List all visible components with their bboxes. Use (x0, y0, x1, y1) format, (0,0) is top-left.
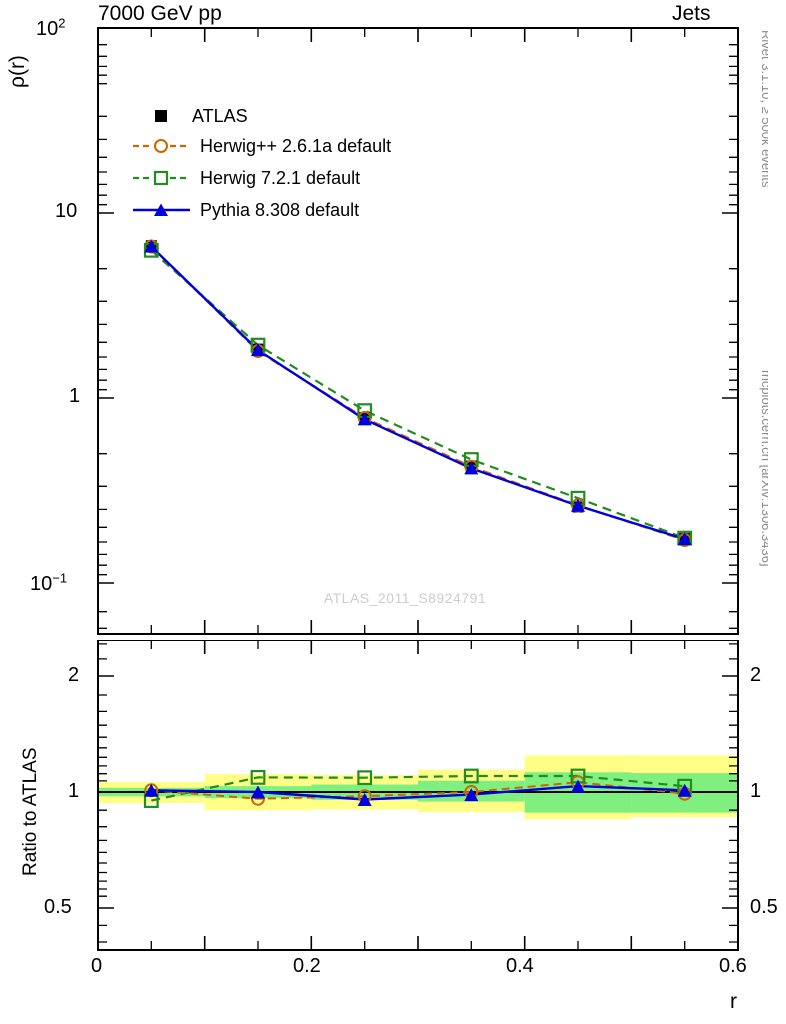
ratio-tick-05-left: 0.5 (44, 896, 72, 918)
ratio-y-ticks-left (98, 643, 114, 943)
x-tick-06: 0.6 (719, 955, 747, 977)
y-axis-label: ρ(r) (2, 22, 30, 92)
y-tick-1: 1 (69, 385, 81, 407)
ratio-line-herwigpp (151, 781, 685, 800)
ratio-tick-2-left: 2 (68, 664, 80, 686)
main-y-ticks-left (98, 27, 114, 629)
x-tick-04: 0.4 (506, 955, 534, 977)
header-left-title: 7000 GeV pp (98, 2, 222, 25)
ratio-line-herwig7 (151, 774, 685, 802)
ratio-line-pythia (151, 784, 685, 801)
ratio-y-axis-label: Ratio to ATLAS (14, 700, 42, 880)
ratio-tick-1-left: 1 (68, 780, 80, 802)
ratio-markers-pythia (144, 779, 692, 806)
ratio-x-ticks (97, 640, 739, 950)
side-text-mcplots-label: mcplots.cern.ch [arXiv:1306.3436] (759, 370, 768, 567)
ratio-tick-05-right: 0.5 (750, 896, 778, 918)
main-x-ticks (150, 28, 686, 634)
series-line-herwig7 (150, 249, 686, 540)
series-markers-atlas (145, 240, 691, 545)
side-text-rivet: Rivet 3.1.10, ≥ 500k events (748, 30, 768, 320)
series-line-pythia (150, 245, 686, 541)
legend-label-atlas: ATLAS (192, 106, 248, 126)
y-tick-10: 10 (55, 200, 78, 222)
series-markers-pythia (144, 239, 692, 546)
main-plot-panel: ATLAS_2011_S8924791 (97, 27, 739, 635)
legend-label-pythia: Pythia 8.308 default (200, 200, 359, 220)
side-text-rivet-label: Rivet 3.1.10, ≥ 500k events (759, 30, 768, 188)
legend-marker-atlas (155, 110, 167, 122)
legend-label-herwigpp: Herwig++ 2.6.1a default (200, 136, 391, 156)
ratio-tick-2-right: 2 (750, 664, 762, 686)
y-tick-1e-1: 10−1 (30, 570, 67, 596)
legend-label-herwig7: Herwig 7.2.1 default (200, 168, 360, 188)
legend-marker-pythia (133, 203, 190, 216)
y-tick-1e2-text: 102 (36, 15, 66, 40)
ratio-y-ticks-right (722, 643, 738, 943)
main-y-ticks-right (722, 27, 738, 629)
watermark-text: ATLAS_2011_S8924791 (324, 590, 486, 606)
ratio-y-axis-label-text: Ratio to ATLAS (20, 748, 41, 877)
series-markers-herwig7 (143, 242, 693, 546)
ratio-tick-1-right: 1 (750, 780, 762, 802)
ratio-plot-panel (97, 640, 739, 951)
x-axis-label: r (730, 990, 737, 1013)
legend-marker-herwigpp (133, 139, 190, 153)
x-tick-02: 0.2 (293, 955, 321, 977)
legend-marker-herwig7 (133, 170, 190, 186)
y-tick-1e-1-text: 10−1 (30, 570, 68, 595)
y-axis-label-text: ρ(r) (6, 55, 29, 88)
series-markers-herwigpp (144, 239, 692, 548)
y-tick-1e2: 102 (36, 15, 65, 41)
side-text-mcplots: mcplots.cern.ch [arXiv:1306.3436] (748, 370, 768, 640)
series-line-herwigpp (150, 245, 686, 542)
header-right-title: Jets (672, 2, 711, 25)
x-tick-0: 0 (91, 955, 103, 977)
legend: ATLAS Herwig++ 2.6.1a default Herwig 7.2… (133, 106, 391, 220)
